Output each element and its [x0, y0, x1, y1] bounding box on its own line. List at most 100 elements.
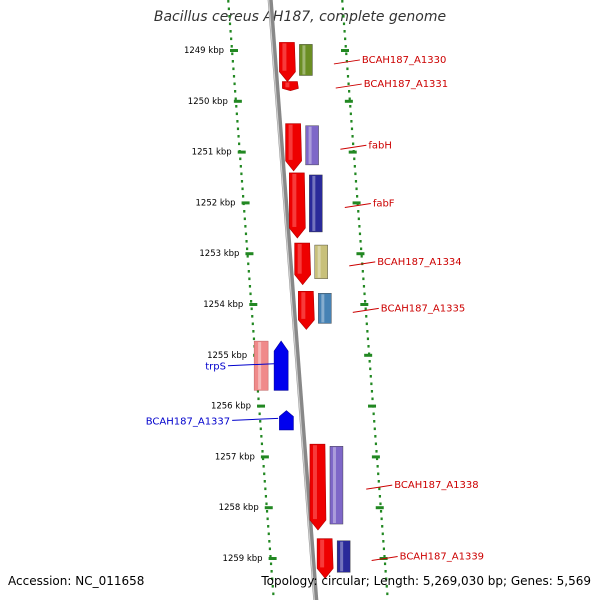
inner-ring-dot: [248, 277, 251, 281]
cds-feature-box: [309, 174, 323, 233]
gene-leader-line: [335, 83, 362, 89]
inner-ring-dot: [263, 480, 266, 483]
outer-ring-dot: [345, 52, 348, 56]
outer-ring-dot: [342, 22, 346, 26]
gene-leader-line: [333, 59, 360, 65]
gene-label[interactable]: BCAH187_A1339: [400, 552, 484, 563]
labels-layer: BCAH187_A1330 BCAH187_A1331 fabH fabF BCAH18…: [146, 55, 484, 563]
cds-feature-box: [318, 293, 332, 324]
cds-feature-box: [305, 125, 319, 166]
outer-ring-dot: [359, 240, 362, 243]
inner-ring-dot: [237, 135, 240, 138]
inner-ring-dot: [251, 315, 254, 318]
outer-ring-dot: [349, 112, 352, 116]
gene-leader-line: [344, 202, 371, 208]
ruler-label: 1254 kbp: [203, 300, 243, 310]
inner-ring-dot: [238, 142, 241, 146]
inner-ring-dot: [271, 585, 274, 588]
gene-trpS[interactable]: [253, 340, 289, 391]
gene-leader-line: [366, 484, 393, 490]
gene-BCAH187_A1335[interactable]: [298, 291, 332, 330]
inner-ring-dot: [261, 450, 264, 453]
ruler-label: 1257 kbp: [215, 452, 255, 462]
inner-ring-dot: [246, 255, 249, 258]
inner-ring-dot: [249, 292, 252, 296]
ruler-tick: [260, 455, 269, 459]
cds-feature-box: [329, 446, 344, 525]
outer-ring-dot: [346, 75, 350, 78]
cds-feature-shine: [302, 45, 306, 75]
outer-ring-dot: [361, 270, 364, 273]
outer-ring-dot: [372, 412, 375, 416]
inner-ring-dot: [227, 7, 230, 11]
inner-ring-dot: [229, 30, 232, 33]
gene-BCAH187_A1339[interactable]: [316, 538, 351, 579]
inner-ring-dot: [257, 397, 260, 401]
outer-ring-dot: [348, 97, 351, 101]
outer-ring-dot: [360, 247, 363, 251]
gene-BCAH187_A1331[interactable]: [282, 81, 299, 91]
cds-feature-box: [299, 44, 313, 76]
gene-label[interactable]: BCAH187_A1337: [146, 416, 230, 427]
gene-leader-line: [371, 556, 398, 562]
gene-BCAH187_A1337[interactable]: [279, 410, 294, 431]
inner-ring-dot: [260, 435, 263, 438]
genes-layer: [253, 42, 351, 579]
inner-ring-dot: [234, 97, 237, 101]
outer-ring-dot: [367, 345, 370, 348]
cds-feature-box: [314, 244, 328, 279]
cds-feature-shine: [258, 342, 262, 390]
gene-leader-line: [352, 307, 379, 313]
ruler-tick: [237, 150, 246, 154]
gene-label[interactable]: BCAH187_A1330: [362, 55, 446, 66]
gene-shine: [282, 43, 287, 71]
outer-ring-dot: [385, 577, 388, 581]
inner-ring-dot: [235, 105, 238, 108]
outer-ring-dot: [370, 382, 373, 386]
inner-ring-dot: [252, 330, 255, 333]
outer-ring-dot: [358, 225, 361, 228]
inner-ring-dot: [248, 285, 252, 288]
inner-ring-dot: [240, 172, 243, 176]
gene-label[interactable]: trpS: [205, 362, 226, 373]
backbone-highlight: [268, 0, 315, 600]
gene-fabH[interactable]: [285, 123, 319, 172]
outer-ring-dot: [356, 195, 359, 198]
gene-label[interactable]: BCAH187_A1338: [394, 480, 478, 491]
gene-BCAH187_A1330[interactable]: [279, 42, 313, 82]
outer-ring-dot: [346, 67, 349, 71]
gene-label[interactable]: BCAH187_A1334: [377, 257, 461, 268]
ruler-tick: [249, 303, 258, 306]
outer-ring-dot: [363, 292, 366, 296]
gene-shine: [292, 173, 297, 227]
gene-label[interactable]: BCAH187_A1331: [364, 79, 448, 90]
outer-ring-dot: [366, 337, 370, 341]
gene-BCAH187_A1338[interactable]: [309, 443, 344, 531]
gene-label[interactable]: fabH: [368, 140, 392, 151]
outer-ring-dot: [382, 540, 385, 543]
inner-ring-dot: [243, 217, 246, 221]
inner-ring-dot: [246, 247, 249, 251]
inner-ring-dot: [230, 37, 233, 41]
ruler-label: 1253 kbp: [199, 249, 239, 259]
inner-ring-dot: [270, 570, 273, 573]
inner-ring-dot: [264, 487, 267, 491]
outer-ring-dot: [371, 397, 374, 401]
outer-ring-dot: [374, 442, 378, 446]
gene-label[interactable]: BCAH187_A1335: [381, 303, 465, 314]
inner-ring-dot: [266, 517, 269, 521]
gene-label[interactable]: fabF: [373, 198, 395, 209]
inner-ring-dot: [259, 420, 262, 423]
gene-shine: [320, 539, 325, 568]
gene-BCAH187_A1334[interactable]: [294, 242, 328, 286]
accession-text: Accession: NC_011658: [8, 574, 145, 588]
outer-ring-dot: [353, 165, 356, 168]
outer-ring-dot: [382, 547, 386, 551]
outer-ring-dot: [352, 142, 355, 146]
inner-ring-dot: [261, 457, 265, 461]
inner-ring-dot: [242, 195, 245, 198]
inner-ring-dot: [228, 22, 232, 26]
inner-ring-dot: [244, 232, 248, 236]
gene-shine: [297, 244, 302, 274]
gene-fabF[interactable]: [289, 172, 323, 239]
